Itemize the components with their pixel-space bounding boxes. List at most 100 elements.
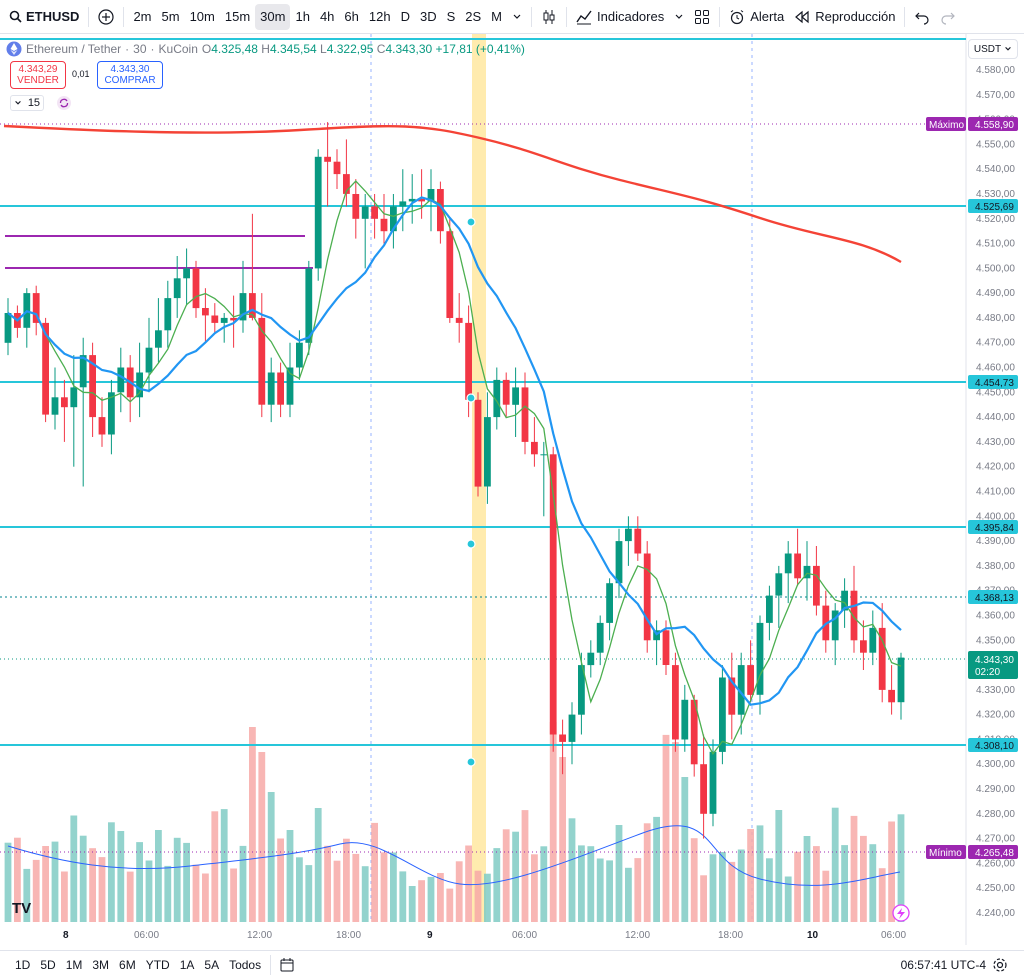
candle-body[interactable] (277, 372, 284, 405)
candle-body[interactable] (813, 565, 820, 606)
candle-body[interactable] (61, 397, 68, 408)
candle-body[interactable] (690, 699, 698, 765)
candle-body[interactable] (850, 590, 858, 641)
candle-body[interactable] (343, 174, 350, 194)
candle-body[interactable] (408, 198, 416, 202)
candle-body[interactable] (173, 278, 181, 299)
candle-body[interactable] (42, 322, 49, 415)
candle-body[interactable] (192, 268, 200, 309)
candle-body[interactable] (117, 367, 125, 393)
interval-1h-button[interactable]: 1h (295, 9, 310, 24)
candle-body[interactable] (286, 367, 294, 405)
candle-body[interactable] (737, 665, 745, 715)
candle-body[interactable] (79, 355, 87, 388)
candle-body[interactable] (766, 595, 773, 623)
candle-body[interactable] (437, 189, 444, 232)
candle-body[interactable] (634, 528, 642, 554)
candle-body[interactable] (155, 330, 162, 348)
candle-body[interactable] (390, 206, 397, 232)
candle-body[interactable] (775, 573, 783, 596)
interval-d-button[interactable]: D (400, 9, 410, 24)
candle-body[interactable] (578, 665, 585, 715)
candle-body[interactable] (333, 161, 341, 175)
candle-body[interactable] (794, 553, 801, 579)
candle-body[interactable] (427, 189, 435, 202)
candle-body[interactable] (493, 379, 501, 418)
settings-gear-icon[interactable] (992, 957, 1008, 973)
candle-body[interactable] (183, 268, 190, 279)
candle-body[interactable] (549, 454, 557, 735)
candle-body[interactable] (324, 156, 331, 162)
range-1a-button[interactable]: 1A (179, 958, 195, 972)
candle-body[interactable] (211, 315, 219, 323)
candle-body[interactable] (587, 652, 595, 666)
candle-body[interactable] (784, 553, 792, 574)
candle-body[interactable] (878, 627, 886, 690)
candle-body[interactable] (474, 399, 482, 487)
candle-body[interactable] (220, 317, 228, 323)
candle-body[interactable] (145, 347, 153, 373)
candle-body[interactable] (615, 541, 623, 584)
candle-body[interactable] (239, 293, 247, 321)
interval-15m-button[interactable]: 15m (224, 9, 251, 24)
price-chart[interactable]: 4.580,004.570,004.560,004.550,004.540,00… (0, 34, 1024, 945)
clock-text[interactable]: 06:57:41 UTC-4 (900, 958, 986, 972)
candle-body[interactable] (230, 317, 237, 321)
interval-2s-button[interactable]: 2S (465, 9, 482, 24)
interval-m-button[interactable]: M (491, 9, 503, 24)
candle-body[interactable] (502, 379, 510, 405)
sync-icon[interactable] (56, 95, 72, 111)
range-1d-button[interactable]: 1D (15, 958, 31, 972)
candle-body[interactable] (672, 665, 679, 740)
candle-body[interactable] (662, 630, 670, 665)
candle-body[interactable] (841, 590, 848, 611)
candle-body[interactable] (32, 293, 40, 323)
undo-button[interactable] (909, 4, 935, 30)
range-todos-button[interactable]: Todos (229, 958, 262, 972)
alert-button[interactable]: Alerta (724, 4, 789, 30)
candle-body[interactable] (380, 218, 388, 232)
candle-body[interactable] (719, 677, 726, 752)
currency-selector[interactable]: USDT (968, 39, 1018, 59)
alert-marker[interactable] (466, 393, 476, 403)
tradingview-logo-icon[interactable]: TV (12, 900, 31, 917)
chart-area[interactable]: 4.580,004.570,004.560,004.550,004.540,00… (0, 34, 1024, 945)
buy-button[interactable]: 4.343,30 COMPRAR (97, 61, 163, 89)
candle-body[interactable] (709, 751, 717, 814)
candle-body[interactable] (803, 565, 811, 579)
interval-12h-button[interactable]: 12h (368, 9, 391, 24)
interval-30m-button[interactable]: 30m (255, 3, 291, 30)
candle-body[interactable] (596, 622, 604, 653)
date-range-icon[interactable] (279, 957, 295, 973)
range-1m-button[interactable]: 1M (65, 958, 83, 972)
candle-body[interactable] (559, 734, 566, 742)
candle-body[interactable] (728, 677, 736, 715)
layout-button[interactable] (689, 4, 715, 30)
candle-body[interactable] (258, 317, 266, 405)
range-5a-button[interactable]: 5A (204, 958, 220, 972)
candle-body[interactable] (756, 622, 764, 695)
candle-body[interactable] (521, 387, 529, 442)
candle-body[interactable] (70, 387, 78, 408)
candle-body[interactable] (202, 308, 209, 316)
candle-body[interactable] (164, 298, 172, 331)
candle-body[interactable] (512, 387, 519, 405)
candle-body[interactable] (747, 665, 754, 695)
candle-body[interactable] (352, 194, 360, 219)
indicators-dropdown-button[interactable] (669, 4, 689, 30)
symbol-search[interactable]: ETHUSD (4, 4, 84, 30)
candle-body[interactable] (540, 454, 548, 456)
candle-body[interactable] (625, 528, 632, 542)
interval-3d-button[interactable]: 3D (419, 9, 437, 24)
candle-body[interactable] (108, 392, 115, 435)
candle-body[interactable] (484, 417, 491, 487)
candle-body[interactable] (249, 293, 256, 318)
candle-body[interactable] (98, 417, 106, 435)
candle-body[interactable] (643, 553, 651, 641)
candle-body[interactable] (399, 201, 407, 207)
candle-body[interactable] (89, 355, 96, 418)
candle-body[interactable] (267, 372, 275, 405)
candle-body[interactable] (831, 610, 839, 641)
lots-selector[interactable]: 15 (10, 95, 44, 111)
interval-dropdown-button[interactable] (507, 4, 527, 30)
